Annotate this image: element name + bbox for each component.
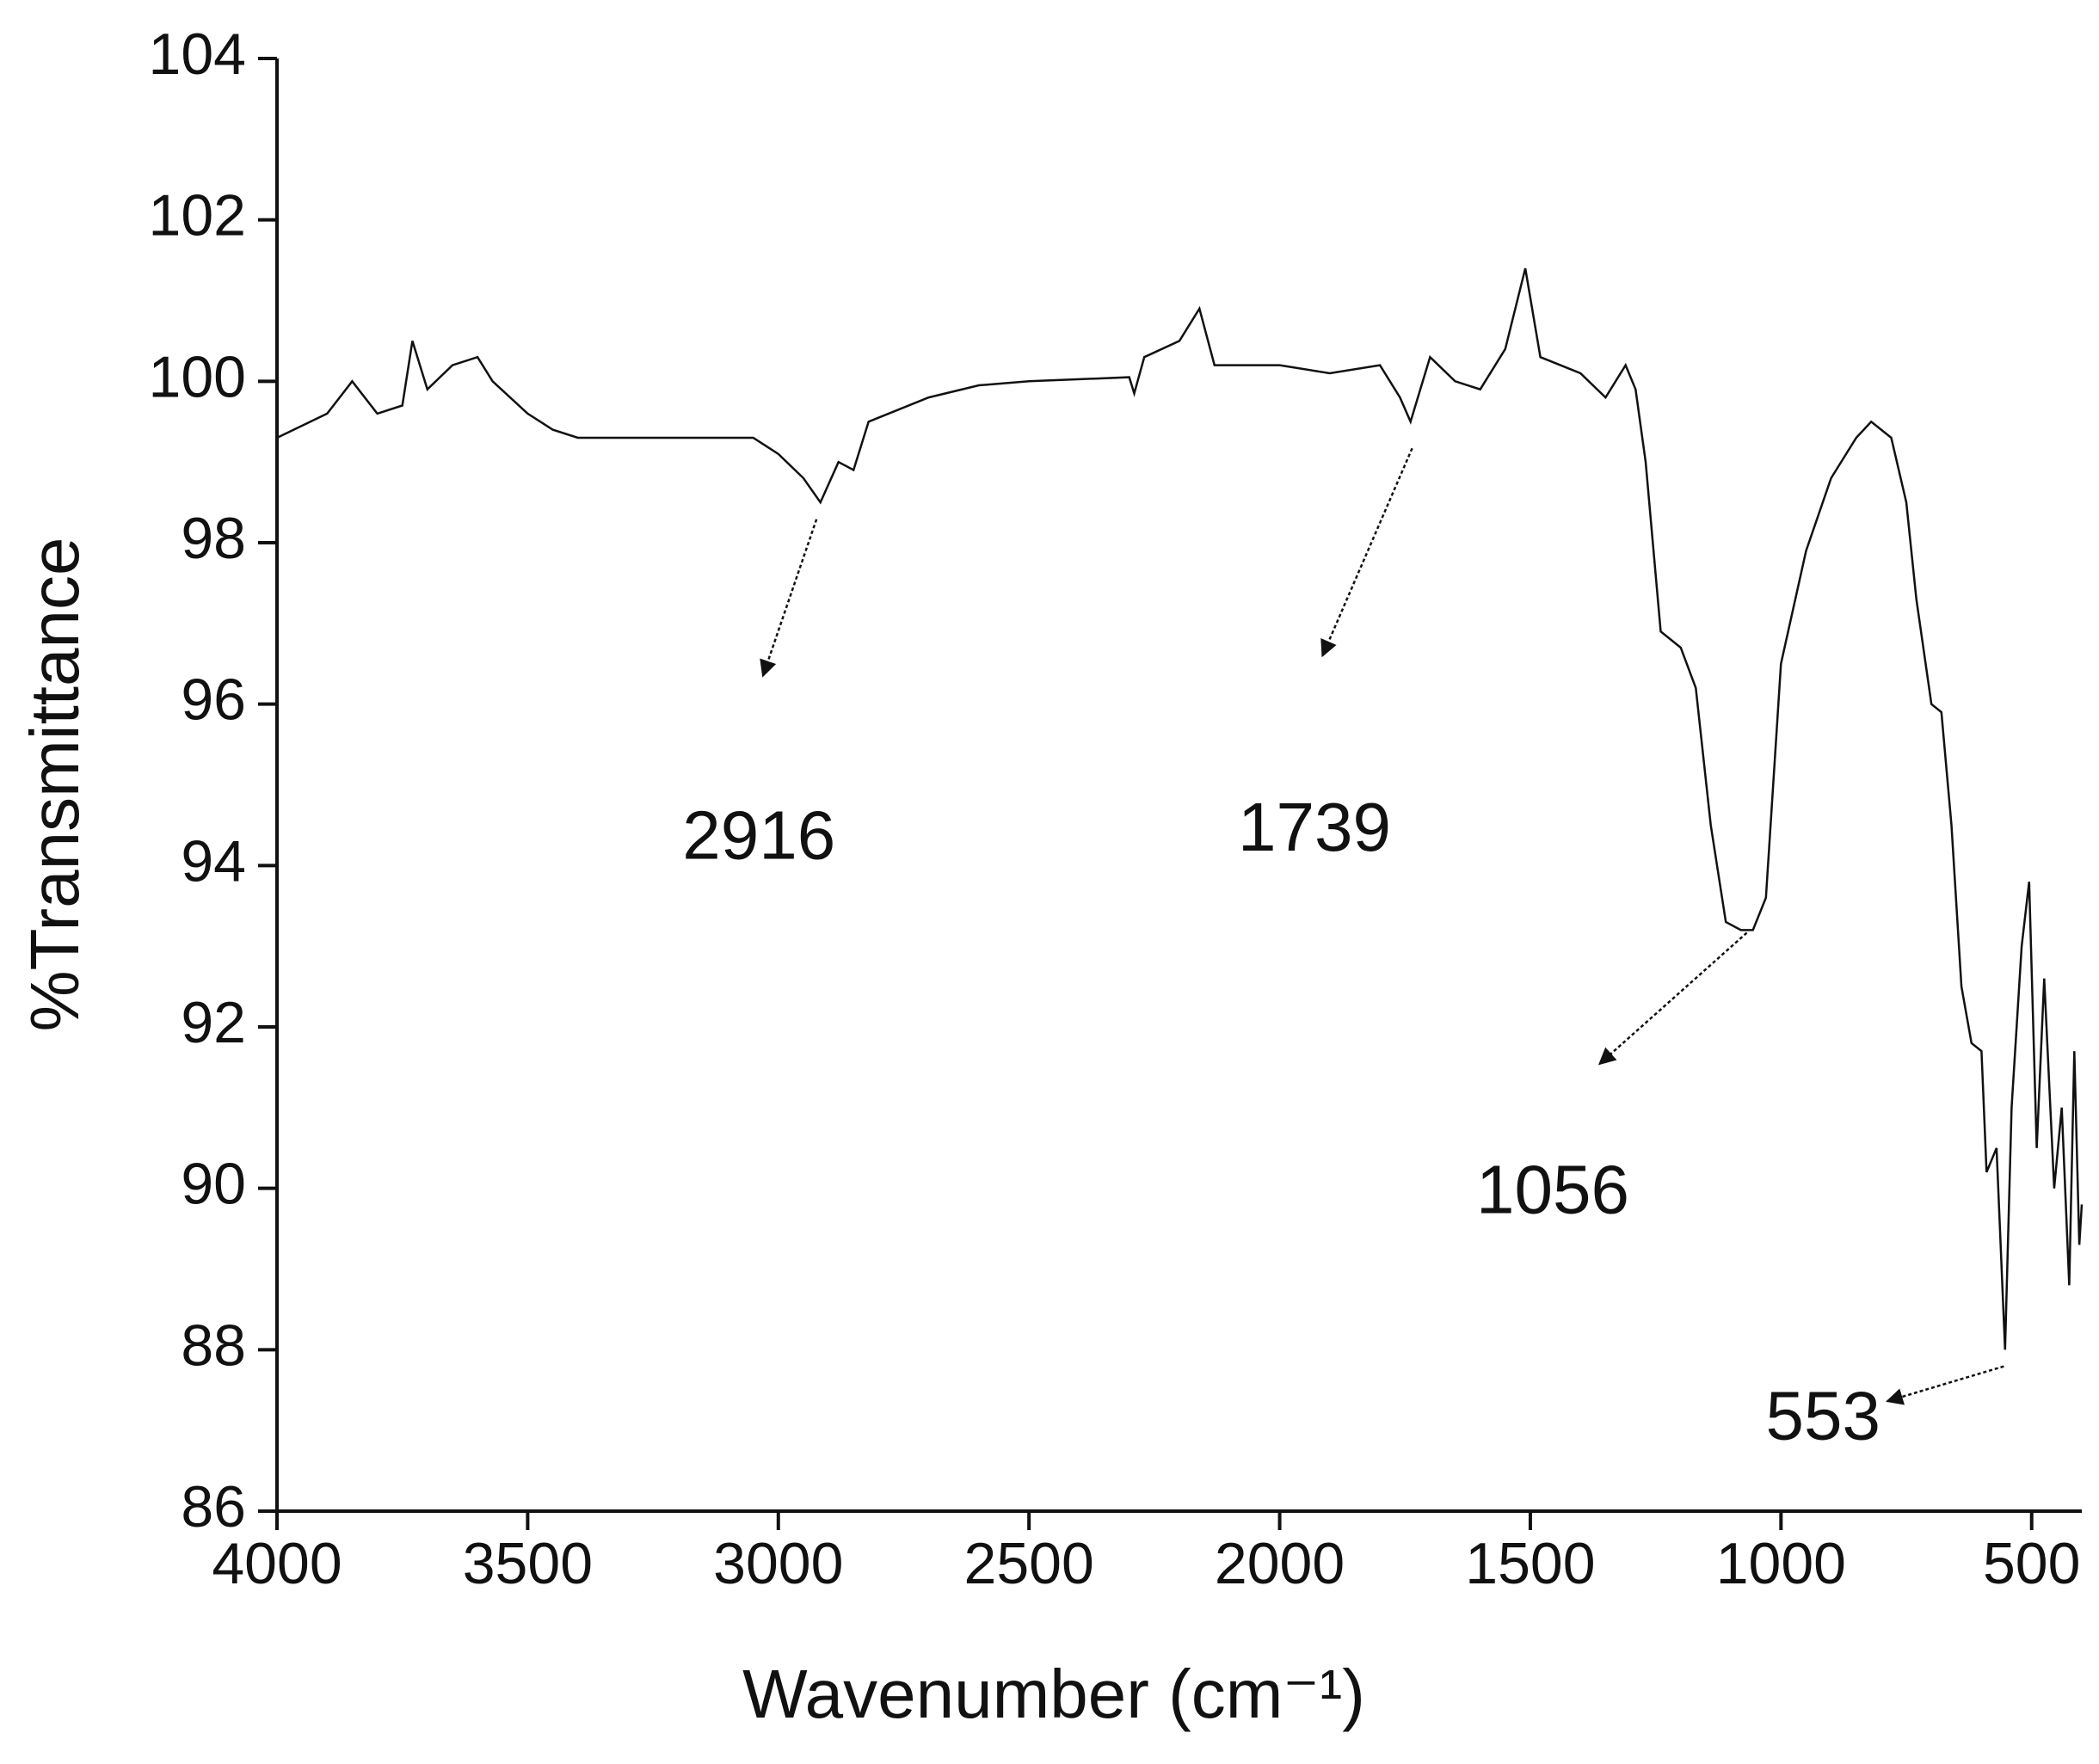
x-tick-label: 3000 xyxy=(713,1531,843,1596)
x-axis-title: Wavenumber (cm⁻¹) xyxy=(742,1656,1365,1732)
x-tick-label: 500 xyxy=(1983,1531,2080,1596)
spectrum-line xyxy=(276,267,2084,1350)
y-tick-label: 100 xyxy=(149,344,246,409)
y-tick-label: 86 xyxy=(181,1474,246,1540)
annotation: 553 xyxy=(1766,1378,1880,1454)
y-tick-label: 102 xyxy=(149,183,246,249)
y-tick-label: 98 xyxy=(181,506,246,571)
x-tick-label: 2000 xyxy=(1215,1531,1345,1596)
y-axis-title: %Transmittance xyxy=(16,538,93,1032)
annotation: 2916 xyxy=(682,796,835,873)
x-tick-label: 2500 xyxy=(964,1531,1094,1596)
annotation: 1056 xyxy=(1476,1152,1629,1228)
y-tick-label: 96 xyxy=(181,667,246,733)
annotation: 1739 xyxy=(1238,789,1391,865)
x-tick-label: 4000 xyxy=(212,1531,342,1596)
annotation-arrow xyxy=(1597,931,1748,1066)
y-tick-label: 88 xyxy=(181,1312,246,1378)
y-tick-label: 90 xyxy=(181,1152,246,1217)
x-tick-label: 3500 xyxy=(463,1531,593,1596)
annotation-arrow xyxy=(1886,1365,2004,1405)
y-tick-label: 92 xyxy=(181,990,246,1055)
x-tick-label: 1500 xyxy=(1465,1531,1595,1596)
annotation-arrow xyxy=(760,519,818,678)
x-tick-label: 1000 xyxy=(1716,1531,1846,1596)
annotation-arrow xyxy=(1320,447,1413,658)
y-tick-label: 94 xyxy=(181,828,246,894)
y-tick-label: 104 xyxy=(149,22,246,87)
